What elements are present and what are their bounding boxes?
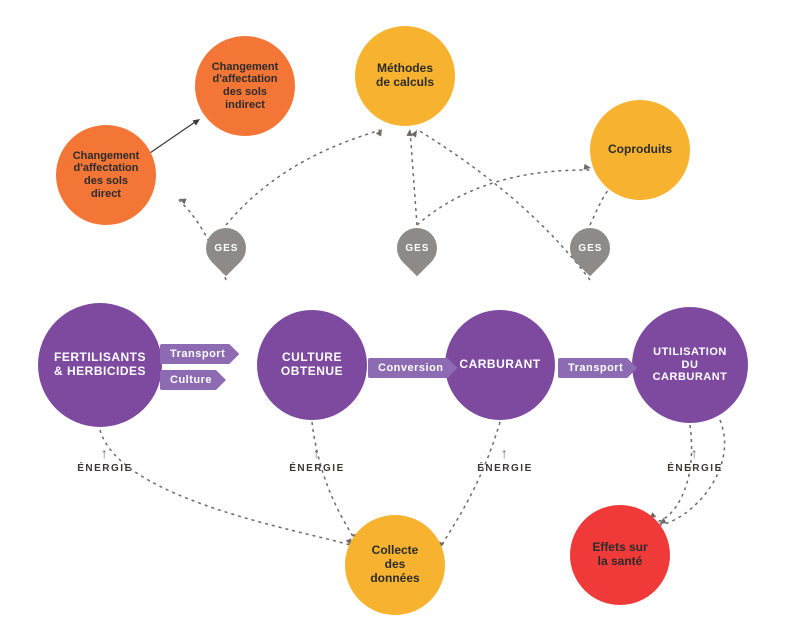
energie-text: ÉNERGIE: [289, 463, 345, 474]
node-fertilisants-herbicides: FERTILISANTS & HERBICIDES: [38, 303, 162, 427]
node-label: CARBURANT: [459, 358, 540, 372]
pill-label: Transport: [170, 348, 225, 360]
energie-label-4: ↑ ÉNERGIE: [665, 445, 725, 474]
energie-label-2: ↑ ÉNERGIE: [287, 445, 347, 474]
node-carburant: CARBURANT: [445, 310, 555, 420]
node-label: Collecte des données: [370, 544, 419, 585]
node-label: Coproduits: [608, 143, 672, 157]
up-arrow-icon: ↑: [665, 445, 725, 461]
energie-text: ÉNERGIE: [77, 463, 133, 474]
energie-label-1: ↑ ÉNERGIE: [75, 445, 135, 474]
node-label: CULTURE OBTENUE: [281, 351, 343, 379]
pin-icon: GES: [198, 220, 255, 277]
pill-label: Culture: [170, 374, 212, 386]
pin-icon: GES: [389, 220, 446, 277]
pill-label: Conversion: [378, 362, 444, 374]
node-label: Changement d'affectation des sols indire…: [212, 61, 279, 112]
diagram-root: { "nodes": { "fertilisants": { "label": …: [0, 0, 787, 628]
pin-icon: GES: [562, 220, 619, 277]
ges-pin-3: GES: [570, 228, 610, 280]
flow-pill-transport-1: Transport: [160, 344, 239, 364]
flow-pill-culture: Culture: [160, 370, 226, 390]
node-effets-sante: Effets sur la santé: [570, 505, 670, 605]
ges-pin-2: GES: [397, 228, 437, 280]
energie-text: ÉNERGIE: [477, 463, 533, 474]
up-arrow-icon: ↑: [75, 445, 135, 461]
flow-pill-transport-2: Transport: [558, 358, 637, 378]
ges-pin-1: GES: [206, 228, 246, 280]
pin-label: GES: [214, 243, 238, 254]
up-arrow-icon: ↑: [475, 445, 535, 461]
up-arrow-icon: ↑: [287, 445, 347, 461]
node-utilisation-carburant: UTILISATION DU CARBURANT: [632, 307, 748, 423]
energie-label-3: ↑ ÉNERGIE: [475, 445, 535, 474]
node-label: Méthodes de calculs: [376, 62, 434, 90]
node-label: FERTILISANTS & HERBICIDES: [54, 351, 146, 379]
pill-label: Transport: [568, 362, 623, 374]
node-coproduits: Coproduits: [590, 100, 690, 200]
energie-text: ÉNERGIE: [667, 463, 723, 474]
pin-label: GES: [578, 243, 602, 254]
node-methodes-calculs: Méthodes de calculs: [355, 26, 455, 126]
node-culture-obtenue: CULTURE OBTENUE: [257, 310, 367, 420]
node-label: Effets sur la santé: [592, 541, 647, 569]
node-changement-sols-indirect: Changement d'affectation des sols indire…: [195, 36, 295, 136]
node-collecte-donnees: Collecte des données: [345, 515, 445, 615]
node-changement-sols-direct: Changement d'affectation des sols direct: [56, 125, 156, 225]
pin-label: GES: [405, 243, 429, 254]
node-label: UTILISATION DU CARBURANT: [653, 346, 728, 384]
node-label: Changement d'affectation des sols direct: [73, 150, 140, 201]
flow-pill-conversion: Conversion: [368, 358, 458, 378]
